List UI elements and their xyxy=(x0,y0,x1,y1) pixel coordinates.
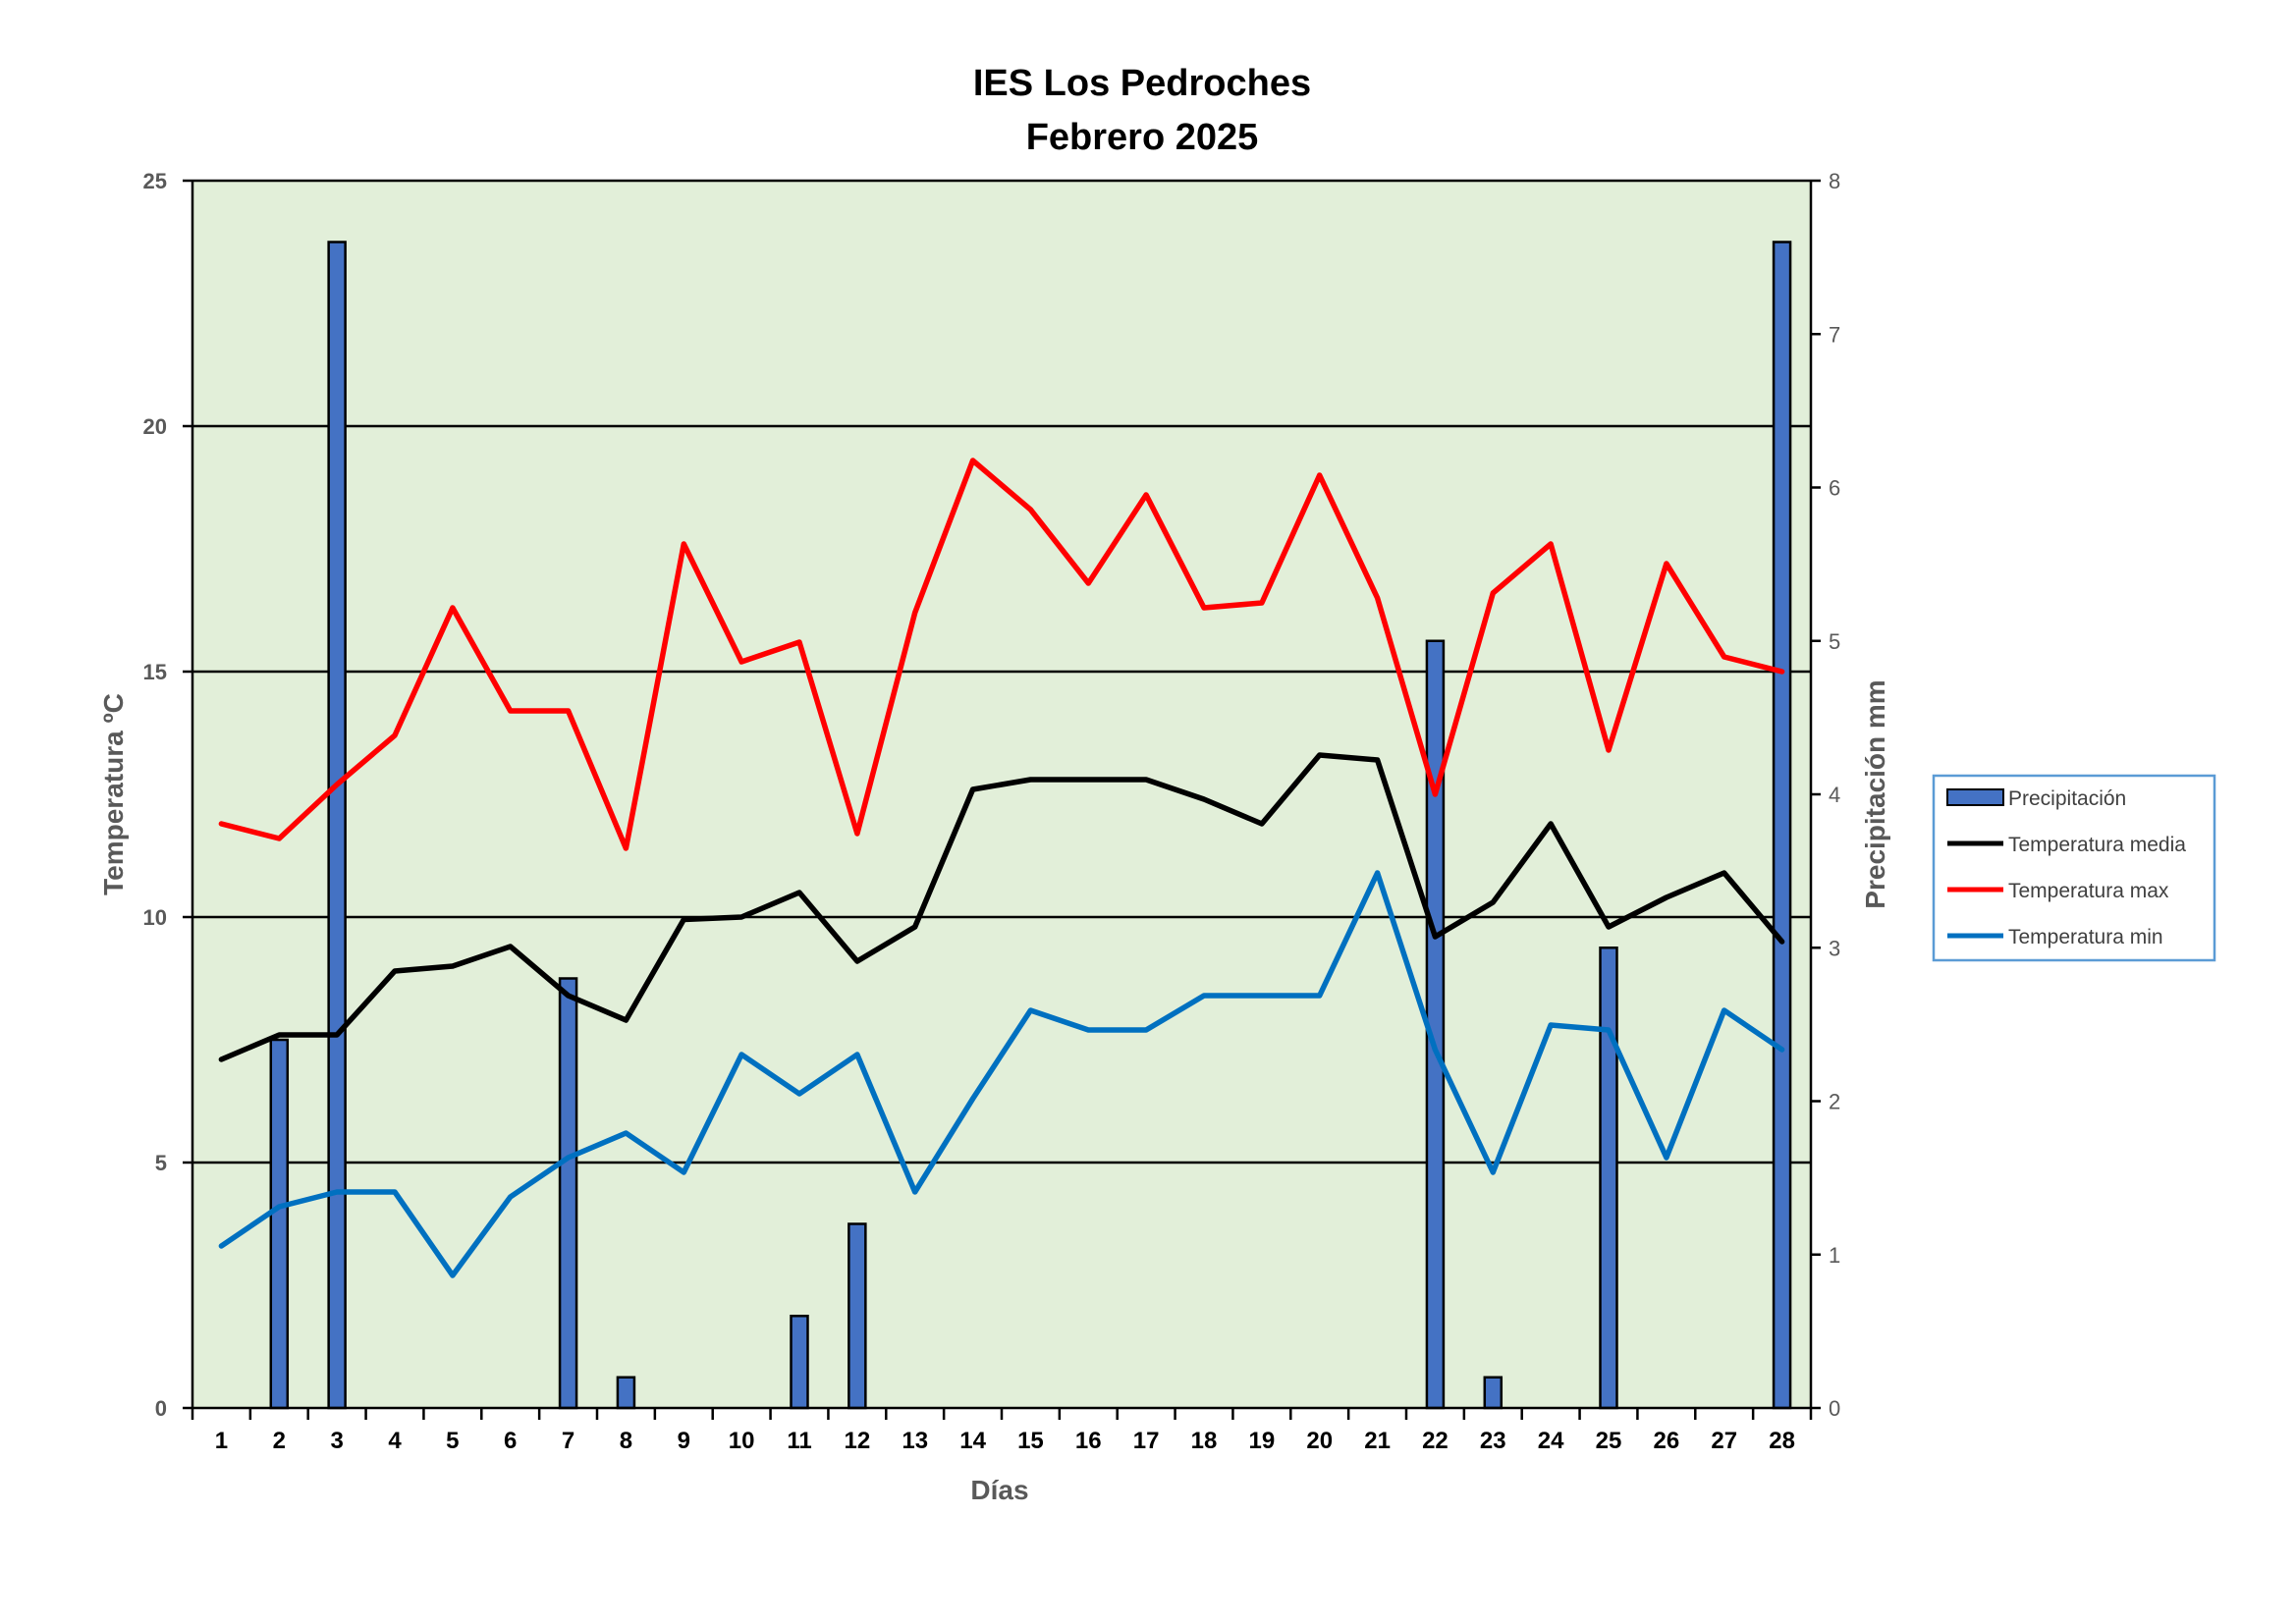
y-axis-left-title: Temperatura ºC xyxy=(98,693,129,895)
y-right-tick-label-6: 6 xyxy=(1829,476,1840,501)
legend-label-temperatura-media: Temperatura media xyxy=(2008,834,2186,856)
x-tick-label-26: 26 xyxy=(1654,1428,1680,1454)
precipitacion-bar-12 xyxy=(847,1222,867,1410)
x-tick-label-7: 7 xyxy=(562,1428,574,1454)
x-tick-label-19: 19 xyxy=(1249,1428,1276,1454)
y-left-tick-label-5: 5 xyxy=(155,1151,167,1175)
precipitacion-bar-8 xyxy=(616,1376,636,1410)
x-tick-label-15: 15 xyxy=(1017,1428,1044,1454)
x-tick-label-11: 11 xyxy=(787,1428,811,1454)
x-tick-label-18: 18 xyxy=(1191,1428,1218,1454)
x-tick-label-4: 4 xyxy=(388,1428,402,1454)
precipitacion-bar-2 xyxy=(269,1038,290,1410)
y-axis-right-title: Precipitación mm xyxy=(1860,679,1890,908)
chart-title-line-2: Febrero 2025 xyxy=(1026,117,1259,158)
x-tick-label-12: 12 xyxy=(845,1428,871,1454)
y-left-tick-label-20: 20 xyxy=(143,414,167,439)
precipitacion-bar-11 xyxy=(790,1315,809,1410)
x-tick-label-25: 25 xyxy=(1596,1428,1622,1454)
x-tick-label-1: 1 xyxy=(215,1428,228,1454)
x-tick-label-17: 17 xyxy=(1133,1428,1160,1454)
x-tick-label-22: 22 xyxy=(1422,1428,1449,1454)
x-tick-label-13: 13 xyxy=(902,1428,928,1454)
temperatura-min-line xyxy=(218,870,1785,1278)
temperatura-max-line xyxy=(218,458,1785,851)
x-tick-label-6: 6 xyxy=(504,1428,517,1454)
y-left-tick-label-10: 10 xyxy=(143,905,167,930)
y-right-tick-label-5: 5 xyxy=(1829,629,1840,654)
legend-label-temperatura-max: Temperatura max xyxy=(2008,880,2169,902)
x-tick-label-14: 14 xyxy=(959,1428,986,1454)
x-tick-label-8: 8 xyxy=(620,1428,632,1454)
y-right-tick-label-1: 1 xyxy=(1829,1243,1840,1268)
x-tick-label-5: 5 xyxy=(446,1428,459,1454)
legend: Precipitación Temperatura media Temperat… xyxy=(1932,774,2216,962)
precipitacion-bar-3 xyxy=(327,241,347,1410)
x-tick-label-2: 2 xyxy=(273,1428,286,1454)
precipitacion-bar-28 xyxy=(1772,241,1792,1410)
x-tick-label-3: 3 xyxy=(330,1428,343,1454)
x-tick-label-16: 16 xyxy=(1075,1428,1102,1454)
x-tick-label-23: 23 xyxy=(1480,1428,1506,1454)
y-left-tick-label-15: 15 xyxy=(143,660,167,684)
legend-swatch-precipitacion xyxy=(1946,788,2004,806)
y-right-tick-label-0: 0 xyxy=(1829,1396,1840,1421)
temperatura-media-line xyxy=(218,752,1785,1062)
x-axis-title: Días xyxy=(970,1475,1028,1505)
precipitacion-bar-23 xyxy=(1483,1376,1503,1410)
x-tick-label-10: 10 xyxy=(729,1428,755,1454)
legend-box xyxy=(1932,774,2216,962)
plot-area xyxy=(192,181,1811,1408)
y-left-tick-label-25: 25 xyxy=(143,169,167,193)
x-tick-label-24: 24 xyxy=(1538,1428,1564,1454)
y-right-tick-label-3: 3 xyxy=(1829,936,1840,960)
precipitacion-bar-7 xyxy=(558,977,578,1410)
x-tick-label-21: 21 xyxy=(1364,1428,1391,1454)
y-right-tick-label-8: 8 xyxy=(1829,169,1840,193)
y-left-tick-label-0: 0 xyxy=(155,1396,167,1421)
chart-title-line-1: IES Los Pedroches xyxy=(973,63,1311,104)
precipitacion-bar-25 xyxy=(1599,947,1618,1410)
x-tick-label-27: 27 xyxy=(1711,1428,1737,1454)
x-tick-label-20: 20 xyxy=(1306,1428,1333,1454)
x-tick-label-9: 9 xyxy=(678,1428,690,1454)
y-right-tick-label-2: 2 xyxy=(1829,1090,1840,1114)
legend-label-temperatura-min: Temperatura min xyxy=(2008,926,2163,948)
x-tick-label-28: 28 xyxy=(1769,1428,1795,1454)
legend-label-precipitacion: Precipitación xyxy=(2008,787,2126,810)
y-right-tick-label-4: 4 xyxy=(1829,783,1840,807)
y-right-tick-label-7: 7 xyxy=(1829,322,1840,347)
